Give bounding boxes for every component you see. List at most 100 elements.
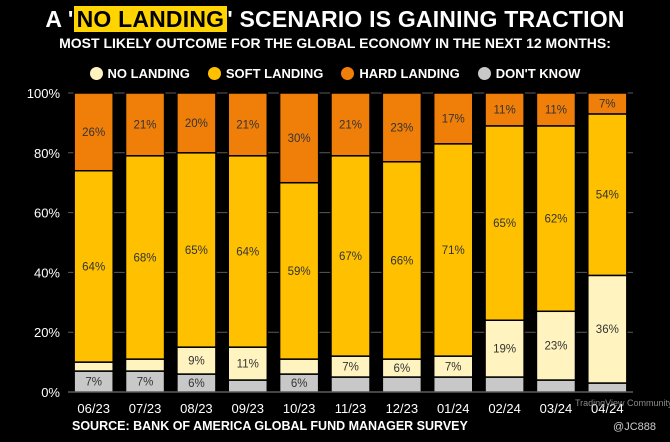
data-label: 7% [137,377,154,389]
bar-segment [227,379,269,393]
x-tick-label: 02/24 [488,401,521,416]
bar-segment [381,92,423,163]
title-prefix: A ' [45,6,74,32]
bar-segment [381,161,423,360]
watermark: TradingView Community [575,398,670,408]
chart-title: A ' NO LANDING ' SCENARIO IS GAINING TRACT… [0,6,670,33]
x-tick-label: 10/23 [283,401,316,416]
data-label: 36% [596,324,619,336]
data-label: 20% [185,118,208,130]
bar-segment [535,125,577,313]
data-label: 59% [288,266,311,278]
data-label: 54% [596,190,619,202]
data-label: 21% [236,119,259,131]
title-highlight: NO LANDING [73,6,228,32]
y-tick-label: 40% [34,265,60,280]
data-label: 21% [339,119,362,131]
bar-segment [432,92,474,145]
title-suffix: ' SCENARIO IS GAINING TRACTION [227,6,625,32]
bar-segment [278,358,320,375]
chart-subtitle: MOST LIKELY OUTCOME FOR THE GLOBAL ECONO… [59,35,611,51]
bar-segment [124,358,166,372]
bar-segment [73,361,114,372]
bar-segment [176,92,217,154]
x-tick-label: 12/23 [386,401,419,416]
data-label: 23% [390,122,413,134]
legend-item-dont-know: DON'T KNOW [477,66,581,81]
data-label: 23% [544,341,567,353]
data-label: 11% [237,359,259,371]
y-tick-label: 100% [27,86,61,101]
data-label: 67% [339,251,362,263]
legend-label-hard-landing: HARD LANDING [359,66,460,81]
bar-segment [587,113,628,277]
legend-label-soft-landing: SOFT LANDING [225,66,324,81]
bar-segment [227,92,269,157]
data-label: 65% [493,218,516,230]
data-label: 62% [544,214,567,226]
data-label: 7% [445,362,462,374]
bar-segment [484,92,525,127]
data-label: 11% [545,104,567,116]
y-tick-label: 80% [34,146,60,161]
legend-swatch-soft-landing [207,67,221,80]
data-label: 64% [82,261,105,273]
data-label: 9% [188,356,205,368]
legend-swatch-dont-know [477,67,491,80]
bar-segment [73,92,114,172]
bar-segment [124,155,166,360]
legend-item-hard-landing: HARD LANDING [341,66,460,81]
x-tick-label: 07/23 [129,401,162,416]
legend-item-no-landing: NO LANDING [89,66,190,81]
data-label: 30% [288,133,311,145]
legend-item-soft-landing: SOFT LANDING [207,66,324,81]
bar-segment [227,155,269,348]
y-tick-label: 20% [34,325,60,340]
x-tick-label: 04/24 [591,401,624,416]
data-label: 66% [390,255,413,267]
data-label: 6% [291,378,308,390]
x-tick-label: 03/24 [540,401,573,416]
legend: NO LANDING SOFT LANDING HARD LANDING DON… [0,66,670,81]
legend-swatch-hard-landing [341,67,355,80]
data-label: 6% [394,363,411,375]
bar-segment [227,346,269,381]
legend-swatch-no-landing [89,67,103,80]
bar-segment [484,376,525,393]
author-handle: @JC888 [613,421,656,433]
bar-segment [278,92,320,184]
legend-label-dont-know: DON'T KNOW [495,66,581,81]
data-label: 11% [494,104,516,116]
data-label: 7% [85,377,102,389]
data-label: 71% [442,245,465,257]
bar-segment [535,379,577,393]
x-tick-label: 11/23 [335,401,367,416]
x-tick-label: 01/24 [437,401,470,416]
bar-segment [484,319,525,378]
data-label: 7% [342,362,359,374]
data-label: 6% [188,378,205,390]
bar-segment [330,376,371,393]
data-label: 7% [599,98,616,110]
data-label: 19% [493,344,516,356]
x-tick-label: 08/23 [180,401,213,416]
bar-segment [484,125,525,321]
bar-segment [587,382,628,393]
bar-segment [330,92,371,157]
bar-segment [535,92,577,127]
x-tick-label: 06/23 [77,401,110,416]
source-note: SOURCE: BANK OF AMERICA GLOBAL FUND MANA… [72,419,468,433]
bar-segment [381,376,423,393]
bar-segment [587,274,628,384]
x-tick-label: 09/23 [231,401,264,416]
bar-segment [124,92,166,157]
bar-segment [432,376,474,393]
bar-segment [330,155,371,357]
data-label: 68% [134,252,157,264]
bar-segment [176,152,217,348]
bar-segment [587,92,628,115]
legend-label-no-landing: NO LANDING [107,66,190,81]
data-label: 21% [134,119,157,131]
y-tick-label: 60% [34,206,60,221]
